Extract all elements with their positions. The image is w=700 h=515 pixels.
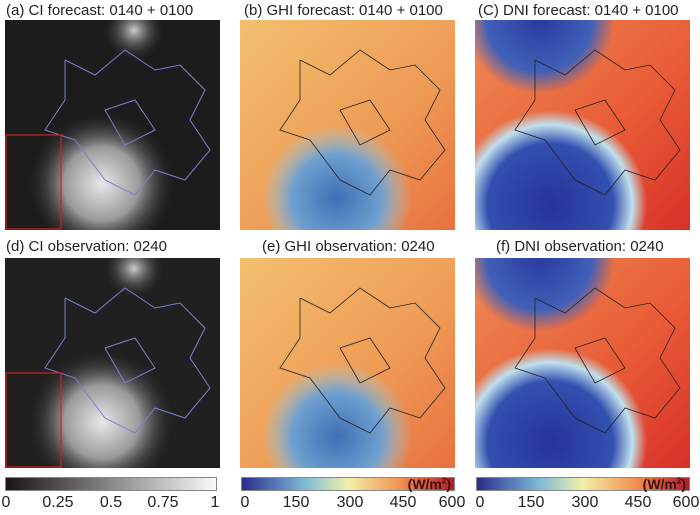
region-border [574,99,626,146]
panel-e-title: (e) GHI observation: 0240 [262,238,435,255]
panel-a-title: (a) CI forecast: 0140 + 0100 [6,2,194,19]
panel-e-ghi-observation-map [240,258,455,468]
dni-tick: 600 [672,494,700,511]
highlight-box [5,134,62,230]
ci-tick: 0.75 [147,494,179,511]
ghi-unit-sup: 2 [441,476,447,486]
dni-tick: 300 [571,494,599,511]
region-border [279,287,446,434]
region-border [339,337,391,384]
ghi-tick: 0 [240,494,250,511]
dni-unit-sup: 2 [676,476,682,486]
region-border [339,99,391,146]
region-border [574,337,626,384]
dni-tick: 450 [624,494,652,511]
region-border [104,337,156,384]
region-border [104,99,156,146]
ghi-unit-close: ) [446,476,451,492]
panel-c-title: (C) DNI forecast: 0140 + 0100 [478,2,679,19]
panel-d-title: (d) CI observation: 0240 [6,238,167,255]
ghi-tick: 300 [336,494,364,511]
ghi-tick: 150 [282,494,310,511]
panel-b-title: (b) GHI forecast: 0140 + 0100 [244,2,443,19]
ghi-tick: 600 [438,494,466,511]
ghi-unit: (W/m2) [408,476,451,492]
highlight-box [5,372,62,468]
panel-d-ci-observation-map [5,258,220,468]
region-border [514,287,681,434]
dni-tick: 0 [475,494,485,511]
ci-colorbar [5,477,217,491]
ghi-unit-text: (W/m [407,476,442,492]
ci-tick: 0 [1,494,11,511]
dni-unit-close: ) [681,476,686,492]
ghi-tick: 450 [389,494,417,511]
region-border [514,49,681,196]
ci-tick: 0.5 [99,494,123,511]
panel-f-title: (f) DNI observation: 0240 [496,238,664,255]
ci-tick: 0.25 [42,494,74,511]
dni-unit: (W/m2) [643,476,686,492]
dni-tick: 150 [517,494,545,511]
ci-tick: 1 [210,494,220,511]
dni-colorbar: (W/m2) [476,476,690,492]
panel-f-dni-observation-map [475,258,690,468]
region-border [279,49,446,196]
panel-c-dni-forecast-map [475,20,690,230]
panel-b-ghi-forecast-map [240,20,455,230]
panel-a-ci-forecast-map [5,20,220,230]
ghi-colorbar: (W/m2) [241,476,455,492]
dni-unit-text: (W/m [642,476,677,492]
